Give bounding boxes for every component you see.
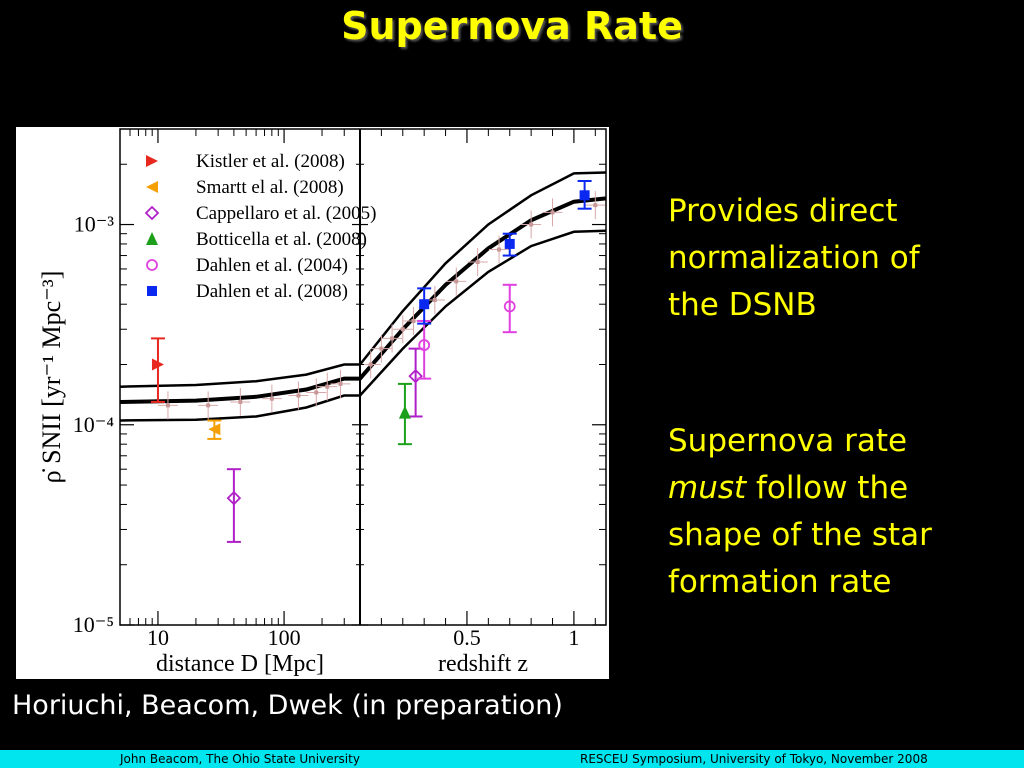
point2-emphasis: must [668, 470, 747, 506]
footer-author: John Beacom, The Ohio State University [120, 752, 360, 766]
point2-line3: shape of the star [668, 517, 932, 553]
background-point [269, 396, 274, 401]
legend-marker [146, 232, 158, 245]
data-point [398, 405, 411, 419]
background-point [165, 403, 170, 408]
point2-line2-rest: follow the [746, 470, 909, 506]
background-point [390, 336, 395, 341]
y-axis-label: ρ̇ SNII [yr⁻¹ Mpc⁻³] [37, 271, 66, 484]
point2-line2: must follow the [668, 465, 1013, 512]
background-point [550, 210, 555, 215]
y-tick-label: 10⁻³ [74, 212, 115, 237]
background-point [325, 384, 330, 389]
x-tick-label: 10 [147, 625, 169, 650]
background-point [497, 247, 502, 252]
legend-marker [146, 181, 158, 193]
legend-label: Smartt el al. (2008) [196, 177, 344, 198]
data-point [579, 190, 590, 201]
background-point [593, 203, 598, 208]
point2-line4: formation rate [668, 564, 892, 600]
legend-marker [146, 259, 158, 271]
y-tick-label: 10⁻⁵ [73, 612, 114, 637]
legend-label: Botticella et al. (2008) [196, 229, 367, 250]
x-tick-label: 100 [268, 625, 301, 650]
data-point [418, 339, 431, 351]
background-point [238, 399, 243, 404]
point2-line1: Supernova rate [668, 423, 908, 459]
data-point [226, 490, 242, 506]
point-supernova-rate: Supernova rate must follow the shape of … [668, 418, 1013, 606]
background-point [475, 259, 480, 264]
legend-marker [147, 286, 157, 296]
x-axis-label-redshift: redshift z [438, 651, 528, 677]
background-point [296, 393, 301, 398]
background-point [314, 390, 319, 395]
legend-label: Dahlen et al. (2008) [196, 281, 348, 302]
model-curve-lower [119, 229, 607, 422]
point-normalization: Provides direct normalization of the DSN… [668, 188, 1008, 329]
background-point [454, 279, 459, 284]
background-point [368, 362, 373, 367]
x-tick-label: 1 [568, 625, 579, 650]
data-point [504, 238, 515, 249]
slide-title: Supernova Rate [341, 4, 683, 48]
footer-bar: John Beacom, The Ohio State University R… [0, 750, 1024, 768]
legend-label: Dahlen et al. (2004) [196, 255, 348, 276]
y-tick-label: 10⁻⁴ [73, 412, 115, 437]
legend-label: Cappellaro et al. (2005) [196, 203, 376, 224]
legend-marker [144, 205, 160, 221]
point1-line1: Provides direct [668, 193, 898, 229]
background-point [206, 403, 211, 408]
supernova-rate-chart: 10⁻⁵ 10⁻⁴ 10⁻³ 10 100 0.5 1 Kistler et al. (20… [37, 128, 607, 677]
background-point [432, 297, 437, 302]
point1-line2: normalization of [668, 240, 920, 276]
data-point [151, 358, 164, 371]
data-point [503, 300, 516, 313]
citation-caption: Horiuchi, Beacom, Dwek (in preparation) [12, 690, 563, 721]
x-axis-label-distance: distance D [Mpc] [156, 651, 324, 677]
background-point [529, 222, 534, 227]
point1-line3: the DSNB [668, 287, 817, 323]
data-point [419, 299, 430, 310]
legend-label: Kistler et al. (2008) [196, 151, 345, 172]
background-point [400, 327, 405, 332]
background-point [411, 318, 416, 323]
data-point [408, 368, 423, 384]
background-point [379, 346, 384, 351]
legend-marker [146, 155, 158, 167]
chart-panel: 10⁻⁵ 10⁻⁴ 10⁻³ 10 100 0.5 1 Kistler et al. (20… [16, 127, 609, 679]
data-point [208, 423, 221, 436]
x-tick-label: 0.5 [453, 625, 481, 650]
footer-event: RESCEU Symposium, University of Tokyo, N… [580, 752, 928, 766]
background-point [338, 381, 343, 386]
